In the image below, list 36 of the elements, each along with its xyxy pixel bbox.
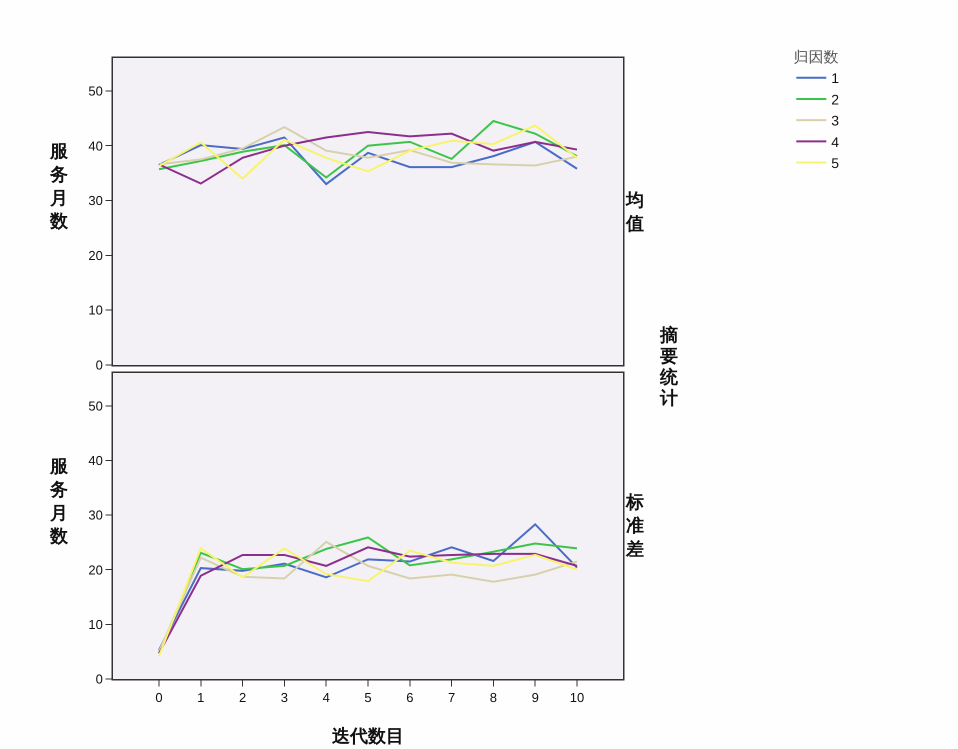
y-tick-label: 20 xyxy=(88,248,103,263)
y-axis-title: 服务月数 xyxy=(49,141,69,232)
legend-label: 4 xyxy=(831,134,840,150)
x-tick-label: 6 xyxy=(406,690,414,706)
legend-label: 3 xyxy=(831,112,840,129)
y-tick-label: 50 xyxy=(88,83,103,98)
y-tick-label: 40 xyxy=(88,138,103,154)
y-tick-label: 10 xyxy=(88,302,103,318)
text: 标准差 xyxy=(625,492,644,560)
x-tick-label: 8 xyxy=(490,690,498,706)
x-tick-label: 4 xyxy=(322,690,330,706)
y-tick-label: 10 xyxy=(88,616,103,632)
y-tick-label: 0 xyxy=(96,358,103,373)
y-axis-title: 服务月数 xyxy=(49,456,69,548)
y-tick-label: 20 xyxy=(88,562,103,578)
legend-label: 5 xyxy=(831,155,840,172)
x-axis-title: 迭代数目 xyxy=(331,726,404,747)
y-tick-label: 30 xyxy=(88,508,103,523)
legend-label: 2 xyxy=(831,91,840,108)
x-tick-label: 9 xyxy=(532,690,539,706)
legend-label: 1 xyxy=(831,70,840,86)
y-tick-label: 0 xyxy=(96,672,103,687)
y-tick-label: 50 xyxy=(88,398,103,414)
text: 均值 xyxy=(625,190,644,234)
x-tick-label: 0 xyxy=(155,690,163,706)
x-tick-label: 10 xyxy=(570,690,584,706)
text: 摘要统计 xyxy=(658,325,679,409)
x-tick-label: 5 xyxy=(364,690,372,706)
x-tick-label: 2 xyxy=(238,690,246,706)
x-tick-label: 1 xyxy=(197,690,204,706)
y-tick-label: 30 xyxy=(88,193,103,208)
x-tick-label: 7 xyxy=(448,690,456,706)
x-tick-label: 3 xyxy=(280,690,288,706)
line-series xyxy=(158,126,578,166)
y-tick-label: 40 xyxy=(88,452,103,468)
legend-title: 归因数 xyxy=(793,48,838,66)
